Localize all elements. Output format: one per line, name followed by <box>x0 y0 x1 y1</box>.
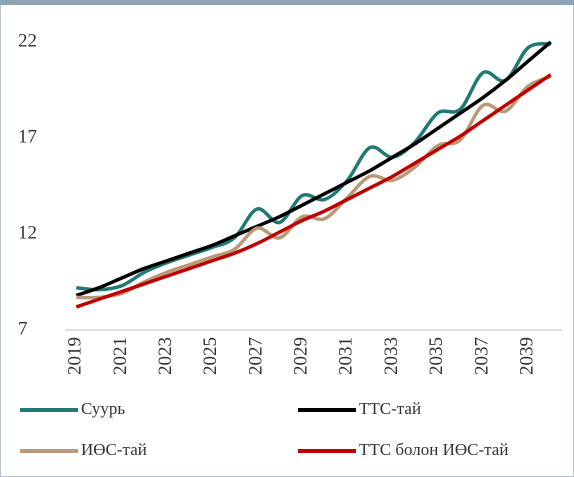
series-line <box>76 42 551 292</box>
y-tick-label: 7 <box>18 318 28 339</box>
x-tick-label: 2021 <box>110 337 131 375</box>
x-tick-label: 2037 <box>471 337 492 375</box>
series-line <box>75 40 552 298</box>
y-tick-label: 12 <box>18 222 37 243</box>
legend-label: ТТС болон ИӨС-тай <box>359 440 508 459</box>
x-tick-label: 2029 <box>291 337 312 375</box>
legend-label: ТТС-тай <box>359 399 421 418</box>
x-tick-label: 2031 <box>336 337 357 375</box>
x-tick-label: 2027 <box>245 337 266 375</box>
x-tick-label: 2023 <box>155 337 176 375</box>
x-tick-label: 2039 <box>516 337 537 375</box>
x-tick-label: 2035 <box>426 337 447 375</box>
x-tick-label: 2019 <box>65 337 86 375</box>
top-bar <box>0 0 574 5</box>
y-tick-label: 22 <box>18 30 37 51</box>
y-tick-label: 17 <box>18 126 37 147</box>
legend-label: Суурь <box>81 399 125 418</box>
legend-label: ИӨС-тай <box>81 440 147 459</box>
x-tick-label: 2033 <box>381 337 402 375</box>
series-line <box>75 73 552 309</box>
x-tick-label: 2025 <box>200 337 221 375</box>
series-line <box>76 74 552 300</box>
